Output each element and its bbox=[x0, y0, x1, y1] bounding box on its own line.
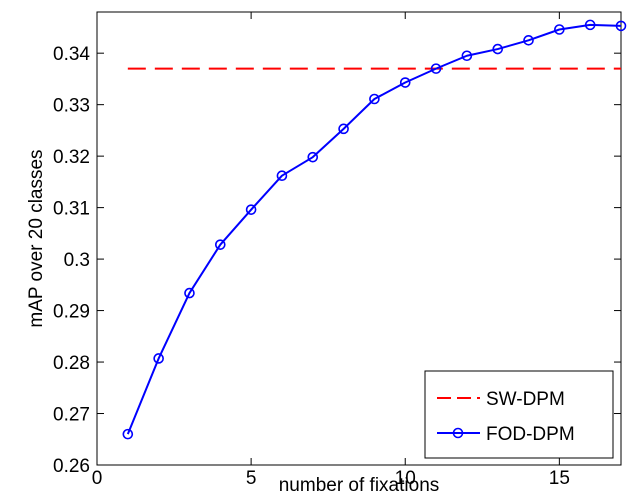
fod-dpm-point bbox=[430, 63, 442, 74]
fod-dpm-point bbox=[122, 428, 134, 440]
fod-dpm-point bbox=[399, 77, 411, 88]
fod-dpm-point bbox=[276, 170, 288, 181]
y-tick-label: 0.29 bbox=[53, 302, 90, 323]
fod-dpm-point bbox=[214, 239, 226, 250]
x-axis-title: number of fixations bbox=[279, 475, 440, 495]
legend-marker-fod-dpm bbox=[452, 427, 464, 439]
y-tick-label: 0.32 bbox=[53, 147, 90, 168]
y-tick-label: 0.34 bbox=[53, 44, 90, 65]
x-tick-label: 10 bbox=[395, 468, 416, 489]
axis-ticks: 0 5 10 15 0.26 0.27 0.28 0.29 0.3 0.31 0.32 0.33 0.3… bbox=[53, 12, 621, 489]
fod-dpm-point bbox=[584, 19, 596, 31]
legend: SW-DPM FOD-DPM bbox=[424, 370, 614, 459]
fod-dpm-point bbox=[461, 50, 473, 62]
x-tick-label: 15 bbox=[549, 468, 570, 489]
legend-label-fod-dpm: FOD-DPM bbox=[486, 424, 575, 445]
y-tick-label: 0.31 bbox=[53, 199, 90, 220]
y-tick-label: 0.33 bbox=[53, 96, 90, 117]
data-series bbox=[122, 19, 627, 440]
fod-dpm-point bbox=[153, 353, 164, 364]
x-tick-label: 5 bbox=[246, 468, 257, 489]
x-tick-label: 0 bbox=[92, 468, 103, 489]
legend-label-sw-dpm: SW-DPM bbox=[486, 389, 565, 410]
fod-dpm-point bbox=[369, 93, 380, 105]
fod-dpm-point bbox=[554, 24, 565, 35]
legend-box bbox=[424, 370, 614, 459]
axis-titles: number of fixations mAP over 20 classes bbox=[26, 149, 439, 495]
y-tick-label: 0.3 bbox=[64, 250, 90, 271]
y-axis-title: mAP over 20 classes bbox=[26, 149, 47, 327]
y-tick-label: 0.27 bbox=[53, 405, 90, 426]
fod-dpm-point bbox=[307, 151, 319, 163]
fod-dpm-point bbox=[492, 43, 504, 55]
y-tick-label: 0.28 bbox=[53, 353, 90, 374]
fod-dpm-line bbox=[126, 23, 622, 435]
fod-dpm-point bbox=[615, 20, 627, 32]
fod-dpm-point bbox=[338, 123, 349, 135]
fod-dpm-point bbox=[523, 35, 534, 46]
fod-dpm-point bbox=[184, 287, 195, 299]
fod-dpm-point bbox=[245, 204, 257, 215]
y-tick-label: 0.26 bbox=[53, 456, 90, 477]
